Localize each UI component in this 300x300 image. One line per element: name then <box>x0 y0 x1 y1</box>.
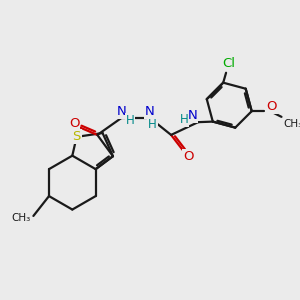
Text: S: S <box>72 130 81 143</box>
Text: CH₃: CH₃ <box>12 213 31 223</box>
Text: O: O <box>183 150 194 163</box>
Text: CH₃: CH₃ <box>283 119 300 129</box>
Text: O: O <box>69 116 79 130</box>
Text: N: N <box>188 110 197 122</box>
Text: H: H <box>126 114 134 127</box>
Text: N: N <box>145 105 155 118</box>
Text: Cl: Cl <box>222 57 236 70</box>
Text: O: O <box>266 100 277 112</box>
Text: H: H <box>148 118 157 131</box>
Text: H: H <box>179 113 188 126</box>
Text: N: N <box>117 105 126 118</box>
